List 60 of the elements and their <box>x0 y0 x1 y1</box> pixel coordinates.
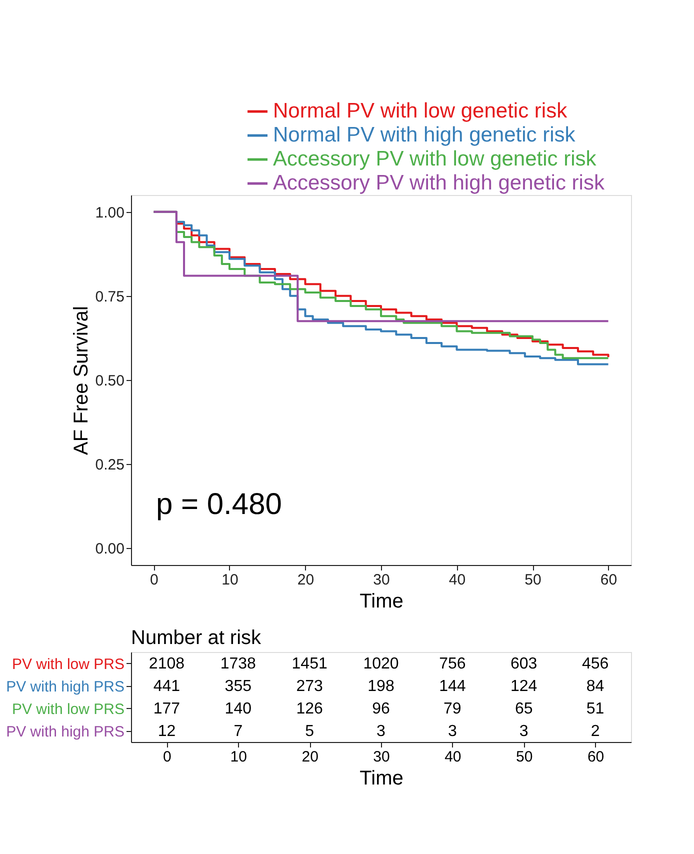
x-tick-label: 0 <box>163 748 172 766</box>
annotation: p = 0.480 <box>156 488 282 521</box>
data-label: 198 <box>368 678 394 695</box>
y-tick-label: 0.00 <box>95 540 124 558</box>
data-label: 124 <box>510 678 538 695</box>
chart-title: Number at risk <box>131 627 262 649</box>
x-tick-label: 30 <box>373 572 390 588</box>
y-tick-label: PV with low PRS <box>12 700 124 718</box>
y-tick-label: 0.75 <box>95 288 124 306</box>
legend-label: Normal PV with high genetic risk <box>273 124 576 146</box>
x-tick-label: 20 <box>302 748 318 766</box>
y-tick-label: 0.50 <box>95 372 124 390</box>
x-tick-label: 10 <box>222 572 238 588</box>
data-label: 51 <box>586 700 604 718</box>
data-label: 1020 <box>363 655 399 672</box>
x-tick-label: 60 <box>600 572 618 588</box>
x-tick-label: 50 <box>516 748 533 766</box>
x-tick-label: 40 <box>448 572 466 588</box>
data-label: 126 <box>296 700 324 718</box>
x-tick-label: 60 <box>587 748 604 766</box>
data-label: 140 <box>224 700 252 718</box>
legend-label: Accessory PV with high genetic risk <box>273 172 605 194</box>
data-label: 2108 <box>148 655 185 672</box>
data-label: 603 <box>510 655 538 672</box>
data-label: 3 <box>519 722 528 740</box>
legend-label: Accessory PV with low genetic risk <box>273 148 597 170</box>
data-label: 756 <box>439 655 466 672</box>
data-label: 7 <box>234 722 243 740</box>
data-label: 3 <box>376 722 386 740</box>
data-label: 177 <box>153 700 180 718</box>
data-label: 5 <box>305 722 314 740</box>
y-tick-label: 0.25 <box>95 456 124 474</box>
data-label: 12 <box>158 722 176 740</box>
data-label: 144 <box>439 678 466 695</box>
legend-label: Normal PV with low genetic risk <box>273 100 568 122</box>
x-tick-label: 20 <box>297 572 314 588</box>
data-label: 355 <box>224 678 252 695</box>
data-label: 79 <box>444 700 462 718</box>
data-label: 84 <box>586 678 604 695</box>
x-axis-title: Time <box>360 768 404 790</box>
data-label: 1738 <box>220 655 256 672</box>
y-tick-label: PV with high PRS <box>6 723 124 740</box>
data-label: 1451 <box>292 655 328 672</box>
y-tick-label: PV with low PRS <box>12 656 124 673</box>
x-axis-title: Time <box>360 590 404 612</box>
data-label: 273 <box>296 678 324 695</box>
data-label: 3 <box>448 722 457 740</box>
y-tick-label: PV with high PRS <box>6 678 124 696</box>
x-tick-label: 30 <box>373 748 390 766</box>
x-tick-label: 0 <box>150 572 158 588</box>
x-tick-label: 50 <box>524 572 542 588</box>
data-label: 456 <box>582 655 609 672</box>
data-label: 2 <box>590 722 600 740</box>
y-tick-label: 1.00 <box>95 204 124 222</box>
data-label: 441 <box>153 678 180 695</box>
y-axis-title: AF Free Survival <box>70 306 92 455</box>
data-label: 96 <box>372 700 390 718</box>
x-tick-label: 10 <box>230 748 247 766</box>
x-tick-label: 40 <box>444 748 462 766</box>
data-label: 65 <box>514 700 533 718</box>
